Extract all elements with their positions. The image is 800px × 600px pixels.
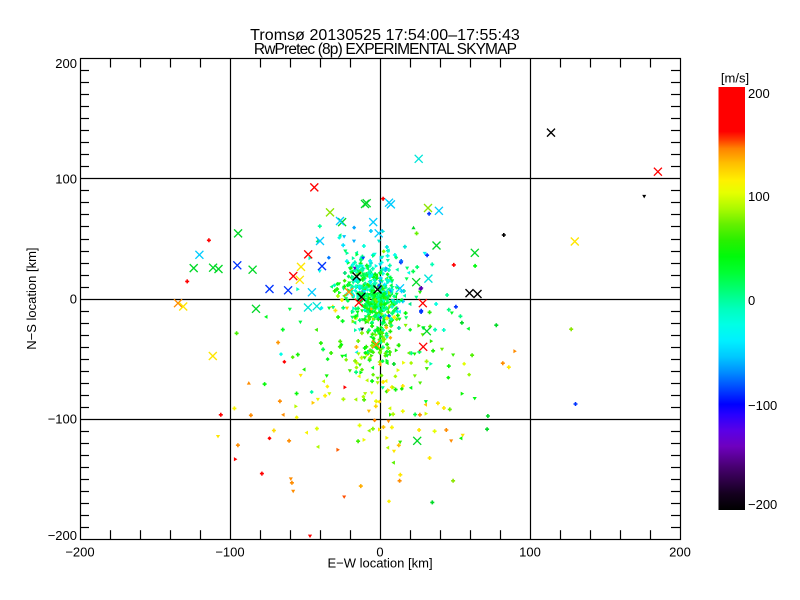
- svg-text:−200: −200: [748, 497, 777, 512]
- svg-text:200: 200: [55, 56, 77, 71]
- svg-text:−200: −200: [65, 545, 94, 560]
- svg-text:0: 0: [748, 293, 755, 308]
- svg-text:[m/s]: [m/s]: [721, 71, 749, 86]
- svg-text:N−S location [km]: N−S location [km]: [24, 247, 39, 349]
- svg-text:200: 200: [748, 86, 770, 101]
- svg-text:0: 0: [376, 545, 383, 560]
- svg-text:100: 100: [748, 189, 770, 204]
- svg-text:−100: −100: [48, 412, 77, 427]
- svg-text:RwPretec (8p) EXPERIMENTAL SKY: RwPretec (8p) EXPERIMENTAL SKYMAP: [254, 41, 517, 58]
- svg-text:0: 0: [70, 292, 77, 307]
- svg-text:E−W location [km]: E−W location [km]: [327, 556, 432, 571]
- svg-text:−200: −200: [48, 528, 77, 543]
- svg-text:100: 100: [519, 545, 541, 560]
- svg-text:100: 100: [55, 172, 77, 187]
- svg-text:−100: −100: [215, 545, 244, 560]
- svg-text:200: 200: [669, 545, 691, 560]
- svg-text:Tromsø 20130525 17:54:00–17:55: Tromsø 20130525 17:54:00–17:55:43: [250, 27, 520, 44]
- svg-text:−100: −100: [748, 398, 777, 413]
